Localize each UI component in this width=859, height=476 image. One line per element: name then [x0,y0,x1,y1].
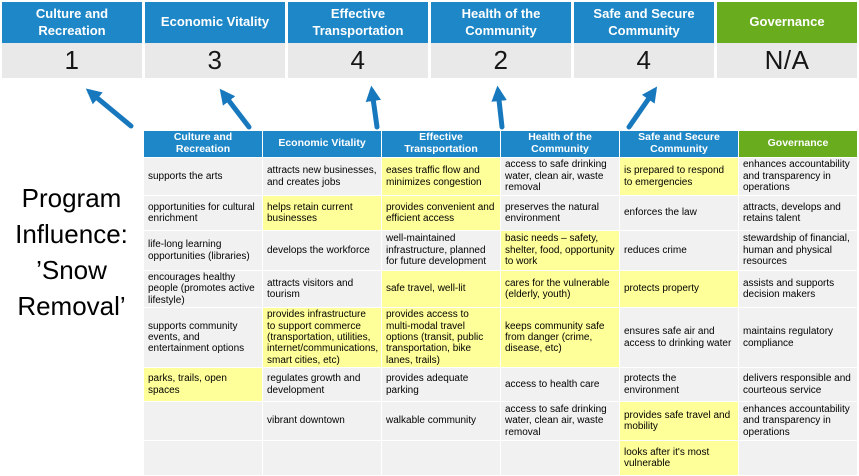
up-arrow-icon [491,85,507,130]
influence-matrix-table: Culture and Recreation Economic Vitality… [143,130,858,476]
title-line: Program [21,183,122,213]
table-row: supports the arts attracts new businesse… [144,158,857,195]
matrix-cell [739,441,857,476]
score-column-culture-and-recreation: Culture and Recreation 1 [2,2,142,78]
score-column-governance: Governance N/A [717,2,857,78]
table-row: opportunities for cultural enrichment he… [144,196,857,230]
matrix-cell: attracts visitors and tourism [263,271,381,308]
matrix-cell: delivers responsible and courteous servi… [739,368,857,402]
matrix-cell-highlighted: cares for the vulnerable (elderly, youth… [501,271,619,308]
matrix-cell-highlighted: protects property [620,271,738,308]
influence-arrows [85,85,658,130]
score-column-effective-transportation: Effective Transportation 4 [288,2,428,78]
category-score: 4 [288,43,428,78]
category-score: 4 [574,43,714,78]
category-header: Safe and Secure Community [574,2,714,43]
matrix-cell [263,441,381,476]
scoreboard-banner: Culture and Recreation 1 Economic Vitali… [2,2,857,78]
score-column-economic-vitality: Economic Vitality 3 [145,2,285,78]
title-line: Influence: [15,218,128,249]
matrix-header-economic-vitality: Economic Vitality [263,131,381,157]
matrix-cell: access to health care [501,368,619,402]
matrix-header-row: Culture and Recreation Economic Vitality… [144,131,857,157]
matrix-cell: provides adequate parking [382,368,500,402]
category-header: Economic Vitality [145,2,285,43]
matrix-cell-highlighted: helps retain current businesses [263,196,381,230]
page-title: Program Influence: ’Snow Removal’ [0,181,143,325]
matrix-cell-highlighted: looks after it's most vulnerable [620,441,738,476]
up-arrow-icon [626,86,658,130]
matrix-cell: vibrant downtown [263,402,381,441]
matrix-cell: stewardship of financial, human and phys… [739,231,857,270]
matrix-header-health-of-the-community: Health of the Community [501,131,619,157]
category-score: 1 [2,43,142,78]
matrix-cell-highlighted: provides access to multi-modal travel op… [382,308,500,368]
matrix-header-governance: Governance [739,131,857,157]
matrix-cell-highlighted: provides safe travel and mobility [620,402,738,441]
category-header: Effective Transportation [288,2,428,43]
category-score: N/A [717,43,857,78]
category-header: Culture and Recreation [2,2,142,43]
matrix-header-safe-and-secure-community: Safe and Secure Community [620,131,738,157]
category-header: Governance [717,2,857,43]
table-row: life-long learning opportunities (librar… [144,231,857,270]
category-score: 2 [431,43,571,78]
title-line: ’Snow [36,254,107,285]
matrix-cell: maintains regulatory compliance [739,308,857,368]
up-arrow-icon [365,85,382,130]
up-arrow-icon [85,88,134,129]
matrix-cell: regulates growth and development [263,368,381,402]
matrix-cell [144,402,262,441]
category-score: 3 [145,43,285,78]
matrix-cell [501,441,619,476]
matrix-cell: attracts new businesses, and creates job… [263,158,381,195]
score-column-health-of-the-community: Health of the Community 2 [431,2,571,78]
matrix-cell: encourages healthy people (promotes acti… [144,271,262,308]
matrix-cell: enhances accountability and transparency… [739,158,857,195]
matrix-cell: opportunities for cultural enrichment [144,196,262,230]
table-row: vibrant downtown walkable community acce… [144,402,857,441]
table-row: encourages healthy people (promotes acti… [144,271,857,308]
matrix-cell: supports community events, and entertain… [144,308,262,368]
matrix-cell: protects the environment [620,368,738,402]
matrix-header-culture-and-recreation: Culture and Recreation [144,131,262,157]
matrix-cell-highlighted: provides convenient and efficient access [382,196,500,230]
table-row: looks after it's most vulnerable [144,441,857,476]
matrix-header-effective-transportation: Effective Transportation [382,131,500,157]
matrix-cell: walkable community [382,402,500,441]
title-line: Removal’ [17,290,126,321]
matrix-cell-highlighted: is prepared to respond to emergencies [620,158,738,195]
up-arrow-icon [219,88,252,130]
matrix-cell: ensures safe air and access to drinking … [620,308,738,368]
matrix-cell-highlighted: provides infrastructure to support comme… [263,308,381,368]
matrix-cell-highlighted: safe travel, well-lit [382,271,500,308]
matrix-cell: reduces crime [620,231,738,270]
matrix-cell: attracts, develops and retains talent [739,196,857,230]
matrix-cell-highlighted: parks, trails, open spaces [144,368,262,402]
matrix-cell-highlighted: keeps community safe from danger (crime,… [501,308,619,368]
matrix-cell: assists and supports decision makers [739,271,857,308]
table-row: parks, trails, open spaces regulates gro… [144,368,857,402]
category-header: Health of the Community [431,2,571,43]
table-row: supports community events, and entertain… [144,308,857,368]
matrix-cell: develops the workforce [263,231,381,270]
matrix-cell: supports the arts [144,158,262,195]
matrix-cell [382,441,500,476]
score-column-safe-and-secure-community: Safe and Secure Community 4 [574,2,714,78]
matrix-cell: preserves the natural environment [501,196,619,230]
matrix-cell-highlighted: eases traffic flow and minimizes congest… [382,158,500,195]
matrix-cell: enforces the law [620,196,738,230]
matrix-cell [144,441,262,476]
matrix-cell-highlighted: basic needs – safety, shelter, food, opp… [501,231,619,270]
matrix-cell: access to safe drinking water, clean air… [501,158,619,195]
matrix-cell: well-maintained infrastructure, planned … [382,231,500,270]
matrix-cell: enhances accountability and transparency… [739,402,857,441]
matrix-cell: access to safe drinking water, clean air… [501,402,619,441]
matrix-cell: life-long learning opportunities (librar… [144,231,262,270]
